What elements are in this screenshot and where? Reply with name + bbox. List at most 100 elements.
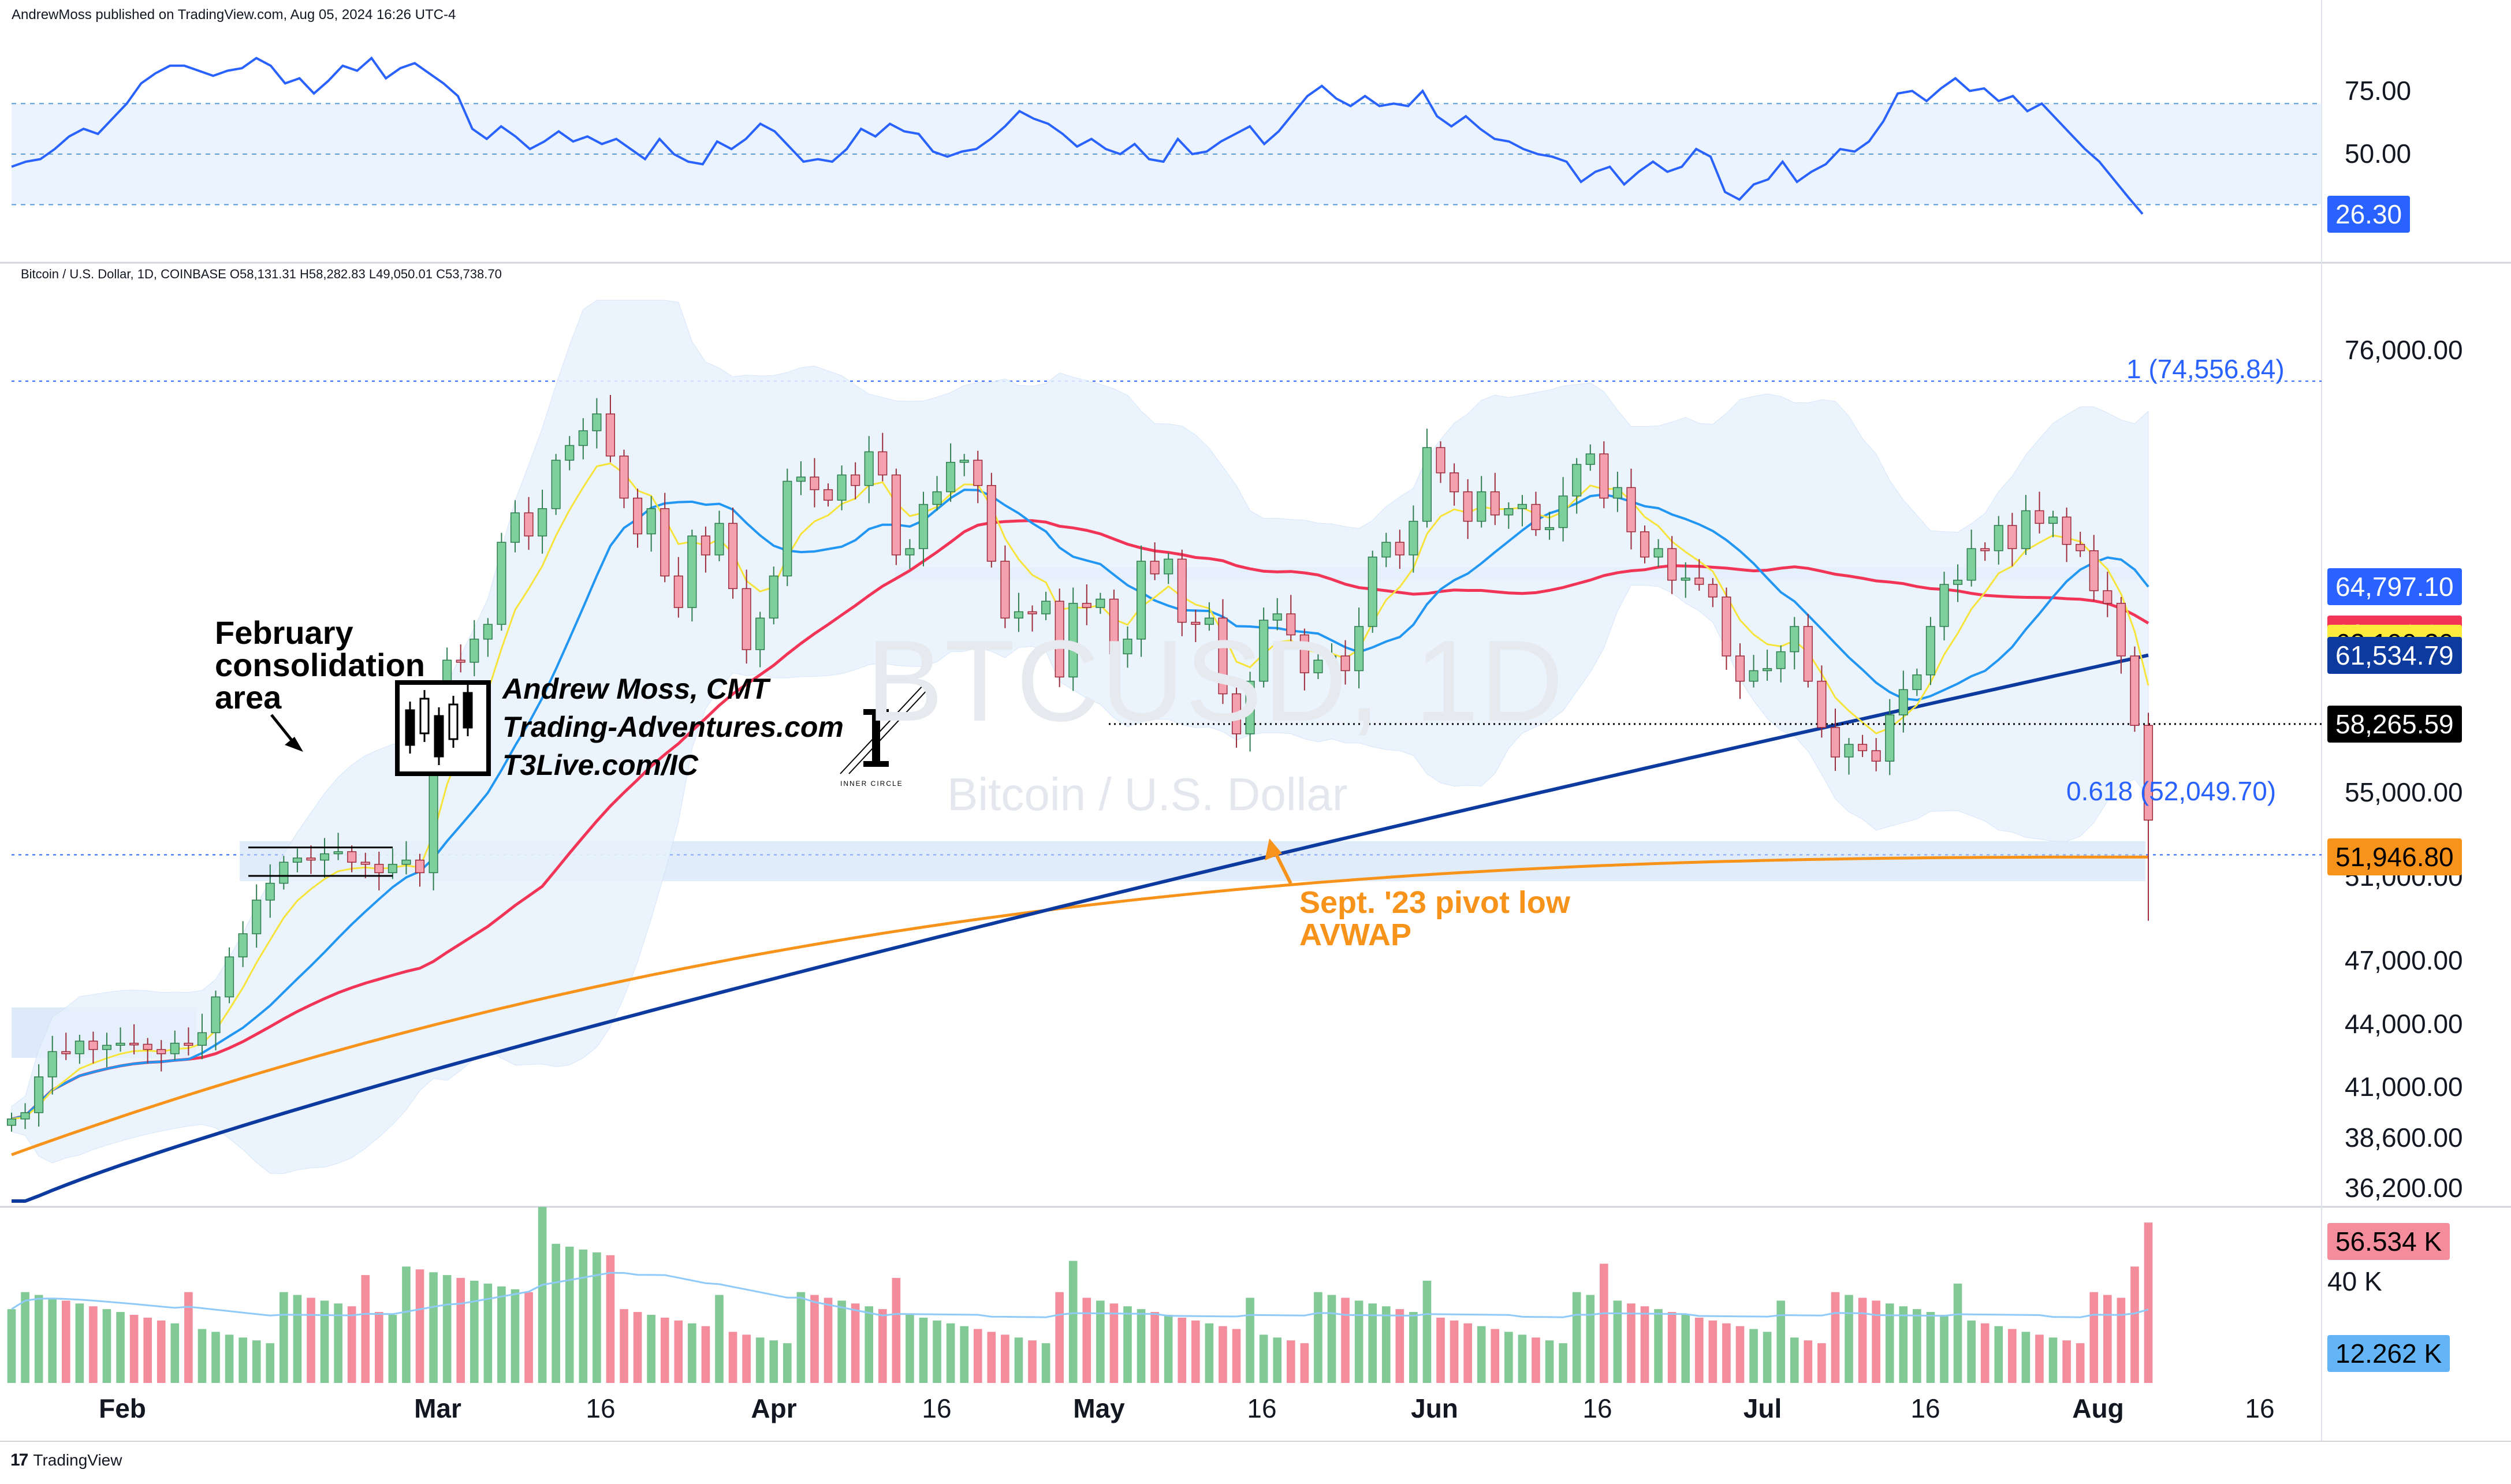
candle-body <box>959 460 969 463</box>
candle <box>551 454 561 515</box>
volume-bar <box>1817 1343 1826 1383</box>
volume-bar <box>1096 1300 1105 1383</box>
volume-bar <box>1926 1312 1935 1383</box>
volume-bar <box>606 1255 615 1383</box>
candle-body <box>211 996 221 1034</box>
candle-body <box>1014 611 1024 619</box>
volume-bar <box>1627 1303 1635 1383</box>
volume-bar <box>1953 1283 1962 1383</box>
candle-body <box>319 853 330 861</box>
candle <box>497 532 506 631</box>
signature-annotation: Andrew Moss, CMT Trading-Adventures.com … <box>502 670 844 784</box>
candle <box>878 432 888 482</box>
candle-body <box>1599 453 1609 499</box>
candle <box>1722 587 1731 670</box>
volume-bar <box>2062 1340 2071 1383</box>
candle <box>1164 553 1173 584</box>
candle-body <box>1953 580 1963 585</box>
candle-body <box>946 461 956 493</box>
volume-bar <box>1681 1315 1690 1383</box>
candle-body <box>796 476 806 482</box>
candle-body <box>88 1041 98 1050</box>
volume-bar <box>973 1329 982 1383</box>
candle-body <box>646 508 656 535</box>
volume-bar <box>783 1343 792 1383</box>
volume-bar <box>1804 1340 1813 1383</box>
candle-body <box>1763 668 1772 672</box>
volume-bar <box>211 1332 220 1383</box>
logo-candle-body <box>405 709 415 746</box>
candle <box>2048 510 2058 538</box>
candle <box>619 449 629 509</box>
volume-bar <box>1504 1332 1513 1383</box>
candle-body <box>1231 693 1242 734</box>
candle-body <box>592 413 602 431</box>
candle <box>360 852 370 878</box>
candle-body <box>1722 596 1731 657</box>
volume-bar <box>755 1337 765 1383</box>
candle-body <box>2089 550 2099 591</box>
candle-body <box>538 508 547 536</box>
candle-body <box>1694 577 1704 585</box>
volume-bar <box>538 1207 547 1383</box>
candle-body <box>673 575 683 608</box>
candle-body <box>1790 626 1800 652</box>
candle-body <box>252 900 262 934</box>
candle <box>1694 559 1704 591</box>
volume-bar <box>593 1252 601 1383</box>
candle-body <box>1966 548 1976 581</box>
x-tick: Apr <box>751 1393 797 1423</box>
candle-body <box>1585 453 1595 465</box>
candle-body <box>1299 634 1309 673</box>
candle-body <box>1436 447 1445 473</box>
volume-bar <box>1790 1337 1799 1383</box>
candle-body <box>265 882 275 901</box>
volume-bar <box>1518 1334 1527 1383</box>
tradingview-logo[interactable]: 17 TradingView <box>10 1451 122 1470</box>
avwap-annotation: Sept. '23 pivot low AVWAP <box>1299 886 1570 951</box>
candle-body <box>1490 491 1500 516</box>
candle <box>2076 531 2085 557</box>
volume-bar <box>497 1286 506 1383</box>
volume-bar <box>1191 1320 1200 1383</box>
candle-body <box>878 451 888 476</box>
candle <box>2035 491 2044 534</box>
volume-bar <box>1613 1300 1622 1383</box>
candle-body <box>565 445 575 461</box>
volume-bar <box>565 1247 574 1383</box>
candle-body <box>143 1043 152 1050</box>
volume-ma-label: 12.262 K <box>2327 1335 2450 1372</box>
volume-bar <box>2089 1292 2099 1383</box>
brand-label: TradingView <box>33 1451 122 1469</box>
volume-bar <box>1001 1334 1009 1383</box>
candle-body <box>1191 621 1201 625</box>
candle-body <box>1368 556 1377 627</box>
volume-bar <box>1654 1309 1663 1383</box>
candle <box>1612 472 1622 512</box>
candle-body <box>1612 487 1622 499</box>
volume-bar <box>129 1315 139 1383</box>
candle <box>1272 598 1282 631</box>
volume-bar <box>878 1309 887 1383</box>
candle-body <box>701 535 710 555</box>
candle-body <box>1653 548 1663 558</box>
volume-bar <box>1885 1303 1894 1383</box>
volume-bar <box>75 1303 84 1383</box>
x-tick: Feb <box>99 1393 146 1423</box>
candle-body <box>1545 527 1555 531</box>
candle <box>1640 525 1650 564</box>
candle-body <box>1109 598 1119 655</box>
x-tick: 16 <box>586 1393 616 1423</box>
candle <box>401 841 411 875</box>
candle-body <box>510 512 520 543</box>
candle-body <box>1776 651 1786 669</box>
candle <box>1653 539 1663 568</box>
volume-bar <box>796 1292 806 1383</box>
candle <box>265 864 275 918</box>
inner-circle-icon <box>872 709 880 767</box>
candle-body <box>1409 520 1418 555</box>
volume-bar <box>61 1300 70 1383</box>
candle <box>837 465 847 510</box>
candle <box>1871 738 1881 771</box>
